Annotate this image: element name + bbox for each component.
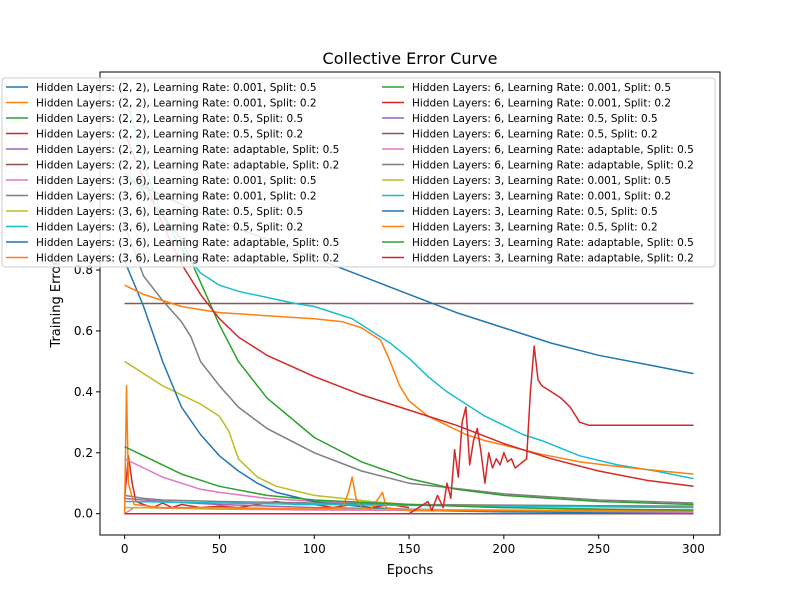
legend-label: Hidden Layers: (3, 6), Learning Rate: 0.…: [36, 175, 317, 187]
legend-label: Hidden Layers: (2, 2), Learning Rate: ad…: [36, 144, 339, 156]
legend-label: Hidden Layers: (2, 2), Learning Rate: ad…: [36, 160, 339, 172]
legend-label: Hidden Layers: (2, 2), Learning Rate: 0.…: [36, 129, 303, 141]
legend: Hidden Layers: (2, 2), Learning Rate: 0.…: [1, 77, 716, 268]
legend-label: Hidden Layers: 6, Learning Rate: 0.5, Sp…: [412, 113, 658, 125]
y-tick-label: 0.0: [74, 507, 93, 521]
legend-label: Hidden Layers: (3, 6), Learning Rate: ad…: [36, 253, 339, 265]
plot-area: [123, 93, 694, 515]
legend-label: Hidden Layers: 6, Learning Rate: 0.001, …: [412, 98, 671, 110]
legend-label: Hidden Layers: 6, Learning Rate: adaptab…: [412, 144, 694, 156]
series-line-11: [123, 260, 694, 514]
series-line-24: [124, 345, 694, 515]
legend-label: Hidden Layers: 3, Learning Rate: 0.5, Sp…: [412, 222, 658, 234]
legend-label: Hidden Layers: 3, Learning Rate: 0.001, …: [412, 191, 671, 203]
legend-label: Hidden Layers: (3, 6), Learning Rate: ad…: [36, 237, 339, 249]
series-line-12: [124, 284, 694, 475]
legend-label: Hidden Layers: 6, Learning Rate: 0.001, …: [412, 82, 671, 94]
x-tick-label: 0: [121, 542, 129, 556]
chart-title: Collective Error Curve: [323, 49, 498, 68]
y-tick-label: 0.2: [74, 446, 93, 460]
plot-frame: [99, 71, 721, 536]
series-line-20: [124, 500, 694, 509]
series-line-9: [124, 360, 410, 506]
legend-label: Hidden Layers: 3, Learning Rate: adaptab…: [412, 253, 694, 265]
legend-label: Hidden Layers: (2, 2), Learning Rate: 0.…: [36, 82, 317, 94]
series-line-8: [123, 224, 694, 504]
legend-label: Hidden Layers: 3, Learning Rate: 0.001, …: [412, 175, 671, 187]
y-tick-label: 0.6: [74, 324, 93, 338]
series-line-22: [123, 384, 694, 514]
x-tick-label: 250: [587, 542, 610, 556]
x-tick-label: 50: [212, 542, 227, 556]
x-tick-label: 300: [682, 542, 705, 556]
legend-label: Hidden Layers: 6, Learning Rate: adaptab…: [412, 160, 694, 172]
x-tick-label: 150: [398, 542, 421, 556]
legend-label: Hidden Layers: (2, 2), Learning Rate: 0.…: [36, 98, 317, 110]
series-line-18: [124, 494, 694, 507]
legend-label: Hidden Layers: 3, Learning Rate: 0.5, Sp…: [412, 206, 658, 218]
x-tick-label: 200: [492, 542, 515, 556]
legend-label: Hidden Layers: 6, Learning Rate: 0.5, Sp…: [412, 129, 658, 141]
legend-label: Hidden Layers: (2, 2), Learning Rate: 0.…: [36, 113, 303, 125]
legend-label: Hidden Layers: (3, 6), Learning Rate: 0.…: [36, 191, 317, 203]
legend-label: Hidden Layers: 3, Learning Rate: adaptab…: [412, 237, 694, 249]
series-line-23: [124, 446, 694, 511]
y-axis-label: Training Error: [49, 260, 64, 349]
x-axis-label: Epochs: [387, 563, 434, 578]
legend-label: Hidden Layers: (3, 6), Learning Rate: 0.…: [36, 222, 303, 234]
x-tick-label: 100: [303, 542, 326, 556]
legend-label: Hidden Layers: (3, 6), Learning Rate: 0.…: [36, 206, 303, 218]
legend-box: [1, 77, 716, 268]
y-tick-label: 0.4: [74, 385, 93, 399]
